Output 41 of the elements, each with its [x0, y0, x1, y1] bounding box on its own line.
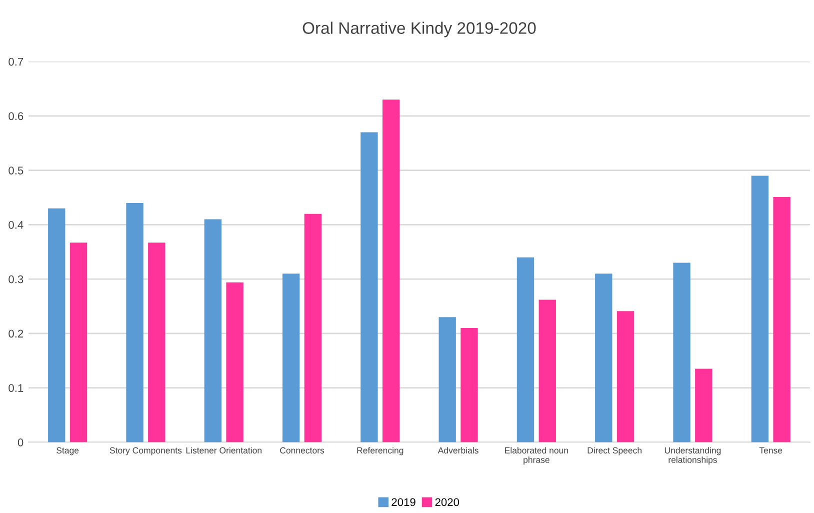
bar [360, 132, 378, 442]
bar [673, 262, 690, 442]
bar [126, 202, 144, 442]
bar [204, 219, 222, 442]
legend-label: 2019 [392, 498, 416, 506]
y-tick-label: 0.2 [8, 330, 24, 338]
bar [226, 282, 244, 442]
bar [595, 274, 612, 442]
bar [148, 242, 166, 442]
bar [382, 100, 400, 442]
x-tick-label: Stage [56, 447, 79, 456]
x-tick-label: Story Components [110, 447, 182, 456]
y-tick-label: 0.1 [8, 384, 24, 392]
bar [48, 208, 66, 442]
y-tick-label: 0.6 [8, 112, 24, 120]
bar [438, 317, 456, 442]
bar [751, 176, 769, 442]
bar [516, 257, 534, 442]
bar [70, 242, 88, 442]
y-tick-label: 0 [18, 438, 24, 446]
legend-label: 2020 [435, 498, 460, 506]
bar [304, 214, 322, 442]
bar [460, 328, 478, 442]
y-tick-label: 0.4 [8, 220, 24, 229]
x-tick-label: Tense [759, 447, 782, 454]
bar [695, 368, 712, 442]
x-tick-label: Listener Orientation [186, 447, 262, 454]
x-tick-label: Direct Speech [588, 447, 642, 456]
y-tick-label: 0.3 [8, 275, 24, 284]
bar [282, 274, 300, 442]
bar [538, 300, 556, 442]
bar [616, 311, 634, 442]
x-tick-label: Elaborated noun phrase [505, 447, 568, 465]
y-tick-label: 0.7 [8, 58, 24, 66]
y-tick-label: 0.5 [8, 166, 24, 174]
x-tick-label: Referencing [357, 447, 404, 456]
bar [773, 196, 790, 442]
x-tick-label: Connectors [280, 447, 324, 454]
x-tick-label: Adverbials [438, 447, 478, 454]
chart-title: Oral Narrative Kindy 2019-2020 [302, 22, 536, 38]
x-tick-label: Understanding relationships [664, 447, 721, 465]
